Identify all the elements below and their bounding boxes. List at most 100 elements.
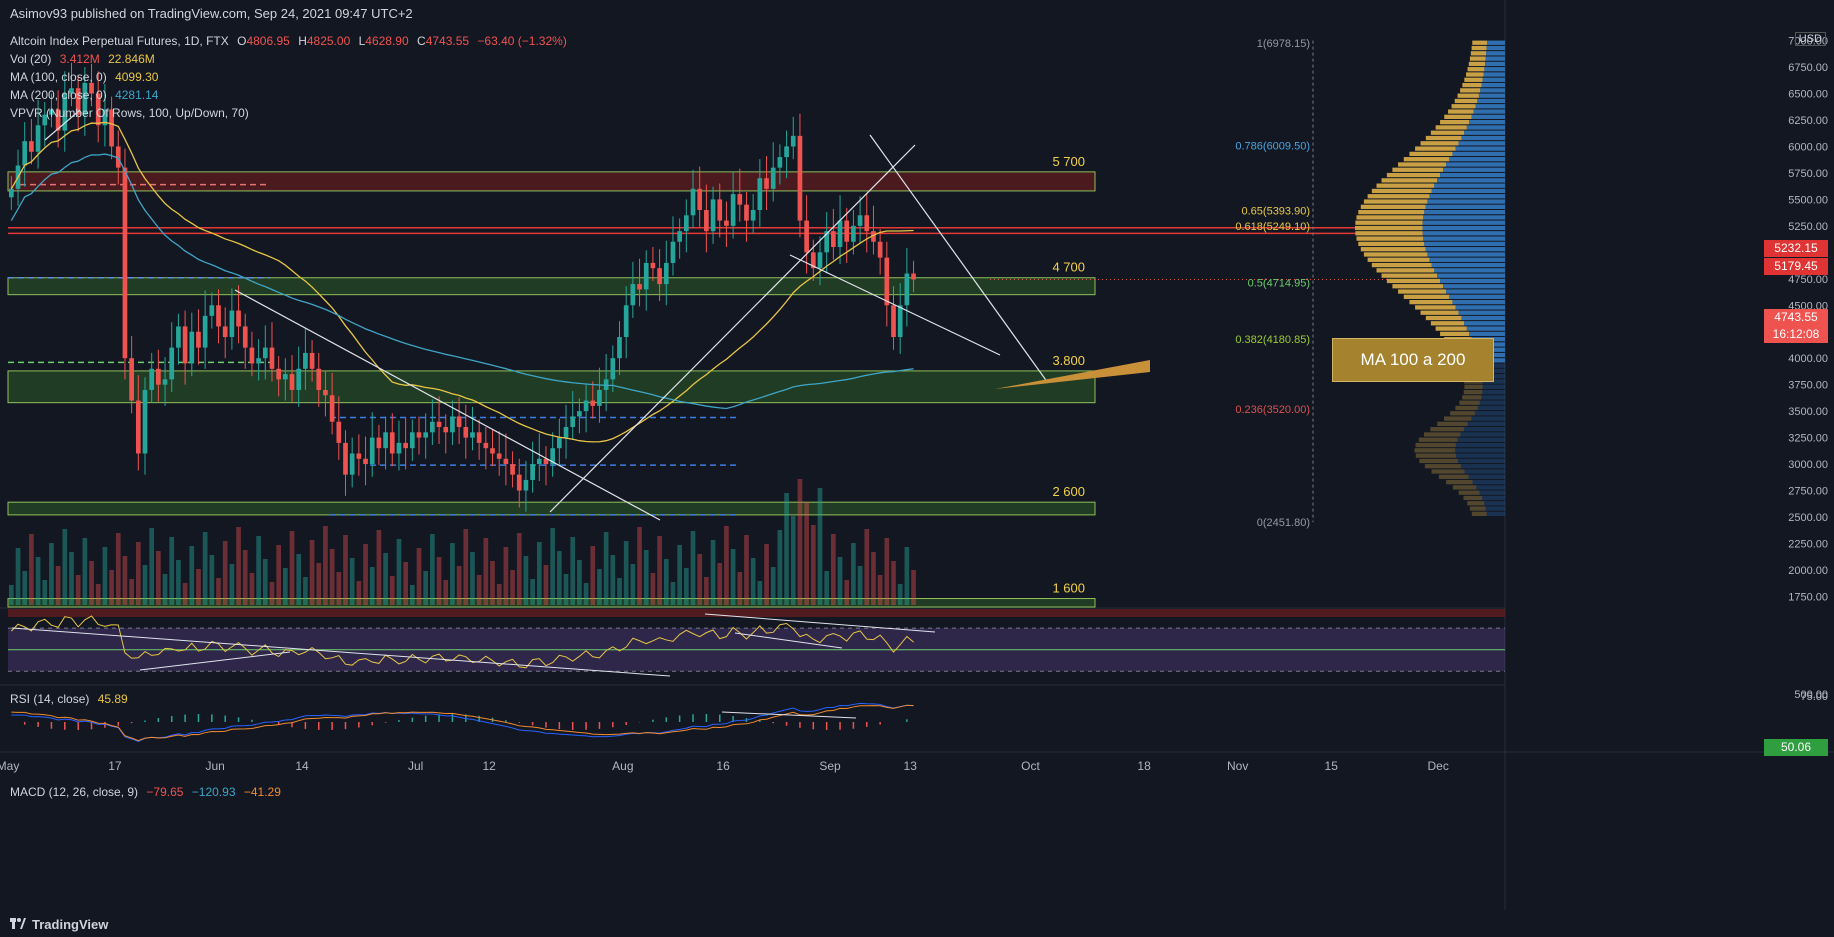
candle-body-0 — [9, 188, 14, 198]
volume-bar-116 — [784, 493, 789, 605]
ma100-label: MA (100, close, 0) — [10, 70, 107, 84]
candle-body-56 — [383, 432, 388, 449]
vpvr-down-82 — [1482, 77, 1505, 82]
vpvr-up-53 — [1355, 231, 1423, 236]
candle-body-74 — [503, 458, 509, 465]
volume-ma-value: 22.846M — [108, 52, 155, 66]
vpvr-up-6 — [1446, 479, 1473, 485]
volume-bar-90 — [610, 555, 616, 605]
candle-body-114 — [770, 167, 776, 189]
volume-bar-1 — [15, 548, 21, 605]
rsi-price-tag: 50.06 — [1764, 739, 1828, 756]
candle-body-26 — [182, 326, 188, 364]
vpvr-up-44 — [1386, 278, 1441, 284]
vpvr-up-41 — [1403, 294, 1450, 299]
ma200-legend[interactable]: MA (200, close, 0) 4281.14 — [10, 88, 163, 102]
candle-body-100 — [677, 231, 682, 242]
vpvr-up-43 — [1392, 284, 1444, 289]
vpvr-up-75 — [1444, 114, 1472, 119]
candle-body-49 — [336, 421, 342, 443]
y-tick-9: 4750.00 — [1788, 274, 1828, 286]
volume-bar-43 — [296, 554, 302, 605]
trend-line-4 — [44, 109, 81, 141]
candle-body-122 — [824, 231, 830, 253]
candle-body-134 — [904, 273, 910, 306]
volume-bar-5 — [42, 580, 48, 605]
y-tick-12: 4000.00 — [1788, 353, 1828, 365]
trend-line-1 — [549, 144, 916, 513]
vpvr-up-74 — [1440, 119, 1470, 125]
volume-bar-54 — [369, 567, 375, 605]
candle-body-71 — [483, 442, 489, 449]
x-tick-2: Jun — [205, 759, 224, 773]
candle-body-50 — [343, 442, 348, 475]
volume-bar-115 — [777, 530, 783, 605]
volume-bar-113 — [764, 544, 769, 605]
ma100-legend[interactable]: MA (100, close, 0) 4099.30 — [10, 70, 163, 84]
vpvr-up-49 — [1363, 252, 1428, 257]
vpvr-down-53 — [1422, 231, 1505, 236]
zone-label-0: 5 700 — [1052, 154, 1085, 169]
candle-body-82 — [557, 437, 562, 449]
x-tick-12: Nov — [1227, 759, 1248, 773]
volume-bar-42 — [289, 531, 295, 605]
vpvr-up-68 — [1409, 151, 1453, 157]
vpvr-down-35 — [1466, 326, 1505, 331]
volume-bar-99 — [670, 582, 676, 605]
vpvr-up-66 — [1398, 162, 1447, 167]
candle-body-68 — [463, 427, 469, 438]
vpvr-down-16 — [1463, 427, 1505, 432]
symbol-legend[interactable]: Altcoin Index Perpetual Futures, 1D, FTX… — [10, 34, 572, 48]
volume-bar-125 — [844, 580, 850, 605]
candle-body-63 — [430, 421, 435, 433]
candle-body-23 — [162, 379, 168, 385]
ma100-line — [10, 121, 914, 443]
candle-body-60 — [409, 432, 415, 449]
vpvr-up-8 — [1431, 469, 1465, 474]
vpvr-legend[interactable]: VPVR (Number Of Rows, 100, Up/Down, 70) — [10, 106, 254, 120]
vpvr-down-13 — [1455, 442, 1505, 448]
vpvr-up-80 — [1460, 88, 1481, 93]
y-tick-2: 6500.00 — [1788, 89, 1828, 101]
candle-body-31 — [216, 305, 221, 327]
volume-bar-35 — [242, 550, 248, 605]
candle-body-116 — [784, 146, 789, 158]
vpvr-up-4 — [1458, 490, 1480, 495]
candle-body-103 — [697, 188, 703, 210]
vpvr-label: VPVR (Number Of Rows, 100, Up/Down, 70) — [10, 106, 249, 120]
volume-bar-107 — [724, 526, 729, 605]
currency-label[interactable]: USD — [1794, 32, 1826, 46]
volume-bar-19 — [135, 542, 141, 605]
candle-body-128 — [864, 215, 870, 232]
candle-body-36 — [249, 347, 255, 364]
volume-bar-76 — [516, 533, 522, 605]
vpvr-down-9 — [1460, 464, 1505, 469]
candle-body-79 — [536, 458, 542, 465]
volume-bar-22 — [156, 551, 161, 605]
vpvr-down-41 — [1449, 294, 1505, 299]
volume-bar-122 — [824, 571, 830, 605]
candle-body-81 — [550, 448, 556, 465]
candle-body-37 — [256, 358, 261, 364]
candle-body-41 — [283, 374, 288, 380]
vpvr-down-74 — [1469, 119, 1505, 125]
vpvr-down-38 — [1458, 310, 1505, 315]
vpvr-down-75 — [1471, 114, 1505, 119]
y-tick-16: 3000.00 — [1788, 459, 1828, 471]
candle-body-78 — [530, 464, 535, 480]
vpvr-down-61 — [1431, 188, 1505, 194]
vpvr-up-14 — [1418, 437, 1458, 442]
candle-body-121 — [817, 252, 823, 269]
macd-legend[interactable]: MACD (12, 26, close, 9) −79.65 −120.93 −… — [10, 785, 286, 799]
macd-histogram-value: −41.29 — [243, 785, 281, 799]
volume-bar-59 — [403, 562, 408, 605]
vpvr-up-39 — [1415, 305, 1456, 310]
volume-bar-24 — [169, 537, 175, 605]
rsi-legend[interactable]: RSI (14, close) 45.89 — [10, 692, 133, 706]
vpvr-down-39 — [1455, 305, 1505, 310]
volume-legend[interactable]: Vol (20) 3.412M 22.846M — [10, 52, 160, 66]
volume-bar-65 — [443, 580, 449, 605]
candle-body-76 — [516, 474, 522, 491]
vpvr-down-71 — [1461, 135, 1505, 141]
